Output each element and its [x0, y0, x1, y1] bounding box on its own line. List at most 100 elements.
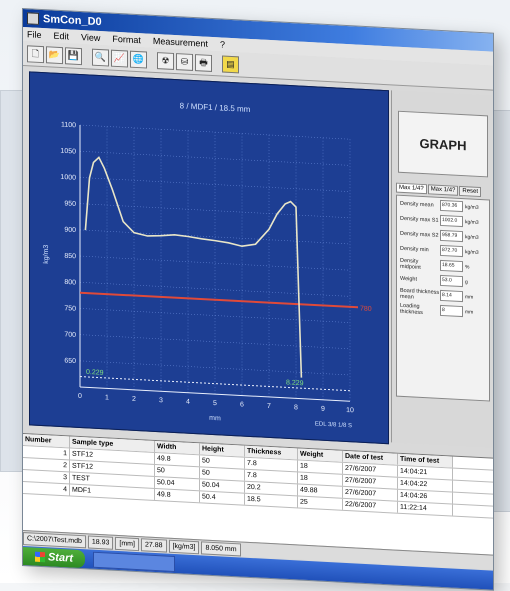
property-value[interactable]: 870.36 — [440, 199, 463, 213]
grid-line-y — [80, 255, 350, 271]
start-label: Start — [47, 551, 74, 565]
property-value[interactable]: 18.65 — [440, 259, 463, 273]
tab-max-2[interactable]: Max 1/4? — [427, 184, 459, 196]
column-header[interactable]: Height — [200, 443, 245, 457]
table-cell: 18 — [298, 472, 343, 486]
note-icon[interactable]: ▤ — [222, 54, 239, 73]
property-value[interactable]: 1002.0 — [440, 214, 463, 228]
column-header[interactable]: Width — [155, 440, 200, 455]
x-tick-label: 0 — [78, 393, 82, 400]
x-tick-label: 4 — [186, 399, 190, 406]
property-value[interactable]: 958.79 — [440, 229, 463, 243]
property-label: Density midpoint — [400, 257, 421, 271]
tab-max-1[interactable]: Max 1/4? — [396, 182, 427, 195]
grid-line-y — [80, 334, 350, 350]
app-icon — [27, 12, 39, 25]
grid-line-y — [80, 177, 350, 192]
main-area: 8 / MDF1 / 18.5 mm 0 1 2 3 4 5 6 7 8 9 10 650 700 750 8… — [23, 67, 493, 454]
y-tick-label: 800 — [64, 279, 76, 287]
grid-line-y — [80, 308, 350, 323]
taskbar-item[interactable] — [93, 551, 175, 573]
tab-reset[interactable]: Reset — [459, 185, 482, 198]
graph-title-box: GRAPH — [398, 110, 488, 178]
property-unit: mm — [465, 293, 474, 301]
open-folder-icon[interactable]: 📂 — [46, 45, 63, 64]
menu-format[interactable]: Format — [112, 33, 141, 46]
globe-icon[interactable]: 🌐 — [130, 50, 147, 69]
menu-file[interactable]: File — [27, 29, 42, 41]
property-unit: kg/m3 — [465, 203, 479, 211]
property-value[interactable]: 8.14 — [440, 289, 463, 303]
y-tick-label: 700 — [64, 331, 76, 339]
new-file-icon[interactable]: 🗋 — [27, 44, 44, 63]
y-tick-label: 1050 — [60, 148, 76, 156]
x-axis-label: mm — [209, 415, 221, 423]
status-value3: 8.050 mm — [201, 540, 241, 556]
chart-footer-label: EDL 3/8 1/8 S — [315, 421, 352, 429]
property-value[interactable]: 872.70 — [440, 244, 463, 258]
side-panel: GRAPH Max 1/4? Max 1/4? Reset Density me… — [391, 90, 492, 448]
property-unit: kg/m3 — [465, 248, 479, 256]
y-tick-label: 850 — [64, 253, 76, 261]
menu-measurement[interactable]: Measurement — [152, 35, 208, 49]
grid-line-y — [80, 360, 350, 376]
y-axis-label: kg/m3 — [43, 244, 50, 264]
table-cell: 22/6/2007 — [343, 498, 398, 513]
save-icon[interactable]: 💾 — [65, 46, 82, 65]
x-tick-label: 10 — [346, 407, 354, 414]
status-path: C:\2007\Test.mdb — [23, 531, 86, 548]
y-tick-label: 650 — [64, 358, 76, 366]
property-unit: % — [465, 263, 470, 270]
graph-panel: 8 / MDF1 / 18.5 mm 0 1 2 3 4 5 6 7 8 9 10 650 700 750 8… — [29, 71, 389, 445]
grid-line-y — [80, 281, 350, 297]
table-cell: 49.8 — [155, 452, 200, 467]
column-header[interactable]: Weight — [298, 448, 343, 462]
table-cell: 50.4 — [200, 491, 245, 505]
property-label: Density min — [400, 245, 429, 253]
x-tick-label: 5 — [213, 400, 217, 407]
property-value[interactable]: 53.0 — [440, 274, 463, 288]
grid-line-y — [80, 229, 350, 245]
property-value[interactable]: 8 — [440, 304, 463, 318]
density-series-line — [84, 156, 303, 378]
menu-edit[interactable]: Edit — [53, 30, 70, 42]
table-cell: 50.04 — [155, 476, 200, 491]
app-window: SmCon_D0 File Edit View Format Measureme… — [22, 8, 494, 591]
status-value1: 18.93 — [87, 534, 114, 550]
property-label: Density mean — [400, 200, 434, 209]
chart-icon[interactable]: 📈 — [111, 49, 128, 68]
status-value2: 27.88 — [140, 537, 167, 553]
device-icon[interactable]: ⛁ — [176, 52, 193, 71]
start-button[interactable]: Start — [23, 547, 85, 569]
table-cell: 49.8 — [155, 488, 200, 503]
x-axis — [80, 386, 350, 402]
baseline-line — [80, 376, 350, 392]
property-unit: g — [465, 278, 468, 285]
table-cell: 25 — [298, 496, 343, 510]
y-tick-label: 950 — [64, 200, 76, 208]
x-tick-label: 6 — [240, 401, 244, 408]
printer-icon[interactable]: 🖶 — [195, 53, 212, 72]
chart-title: 8 / MDF1 / 18.5 mm — [180, 101, 251, 114]
menu-help[interactable]: ? — [219, 39, 225, 50]
properties-panel: Density mean 870.36 kg/m3 Density max S1 100… — [396, 194, 490, 402]
property-unit: mm — [465, 308, 474, 316]
y-tick-label: 1100 — [61, 122, 76, 130]
baseline-label-end: 8.229 — [286, 379, 304, 387]
menu-view[interactable]: View — [81, 32, 101, 44]
grid-line-y — [80, 124, 350, 140]
reference-line — [80, 291, 358, 309]
status-unit1: [mm] — [115, 536, 139, 551]
table-cell: 50 — [200, 467, 245, 481]
x-tick-label: 7 — [267, 403, 271, 410]
table-cell: 11:22:14 — [398, 501, 453, 516]
radiation-icon[interactable]: ☢ — [157, 51, 174, 70]
zoom-icon[interactable]: 🔍 — [92, 48, 109, 67]
x-tick-label: 8 — [294, 404, 298, 411]
property-label: Board thickness mean — [400, 287, 440, 301]
property-label: Density max S1 — [400, 215, 439, 224]
y-tick-label: 900 — [64, 227, 76, 235]
x-tick-label: 2 — [132, 396, 136, 403]
table-cell: 50.04 — [200, 479, 245, 493]
background-window — [0, 90, 24, 472]
